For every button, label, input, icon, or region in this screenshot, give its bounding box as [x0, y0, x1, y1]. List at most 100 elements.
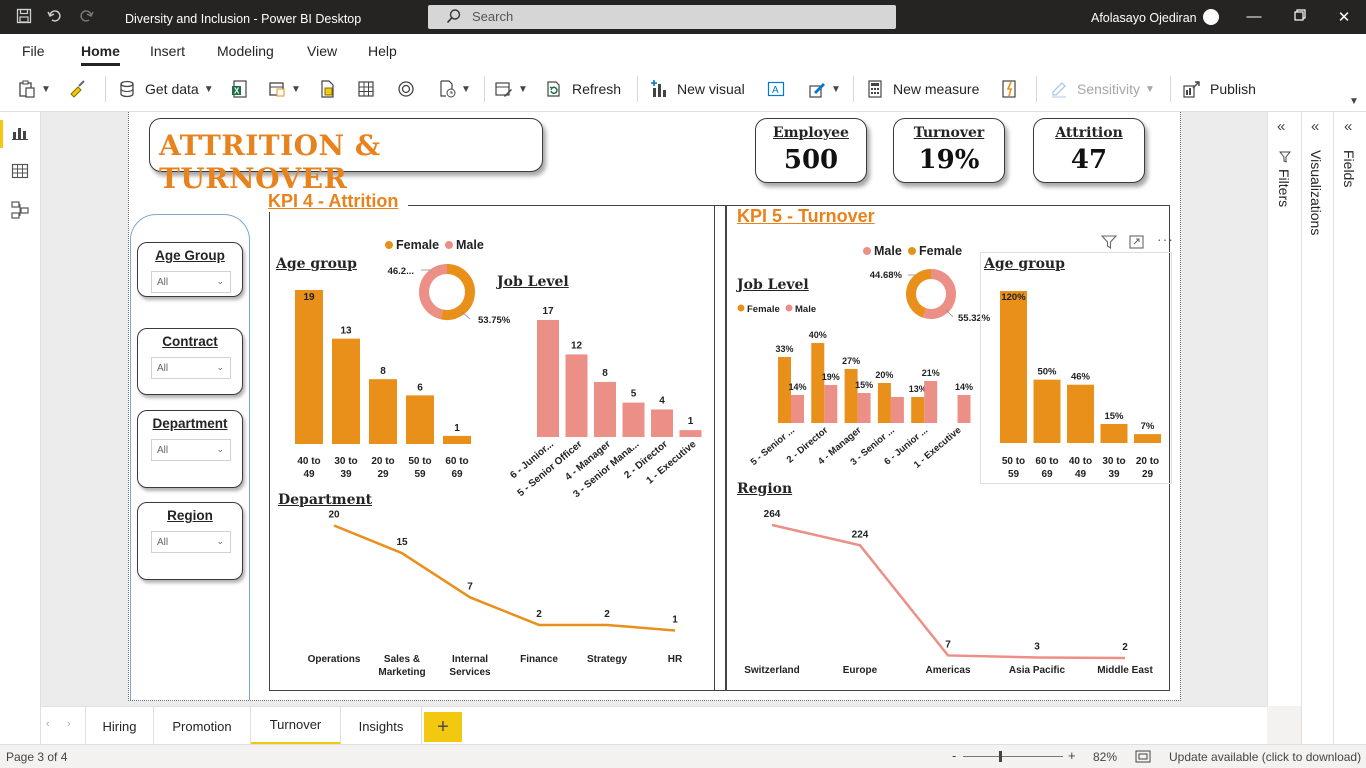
zoom-level: 82% — [1093, 750, 1118, 764]
minimize-icon[interactable]: — — [1246, 8, 1262, 25]
department-dropdown[interactable]: All ⌄ — [151, 439, 231, 461]
collapse-fields-icon[interactable]: « — [1344, 118, 1353, 135]
turnover-card-label: Turnover — [913, 125, 985, 141]
avatar[interactable] — [1203, 9, 1219, 25]
more-visuals-button[interactable]: ▼ — [808, 79, 841, 99]
dataset-button[interactable]: ▼ — [268, 79, 301, 99]
user-name[interactable]: Afolasayo Ojediran — [1091, 11, 1197, 25]
undo-icon[interactable] — [46, 8, 64, 26]
active-view-indicator — [0, 120, 3, 148]
redo-icon[interactable] — [77, 8, 95, 26]
kpi5-heading: KPI 5 - Turnover — [737, 206, 885, 227]
region-slicer[interactable]: Region All ⌄ — [137, 502, 243, 580]
zoom-in-icon[interactable]: + — [1068, 748, 1076, 763]
page-tabs: ‹ › Hiring Promotion Turnover Insights + — [41, 706, 1267, 745]
visualizations-pane[interactable]: « Visualizations — [1301, 112, 1333, 744]
status-bar: Page 3 of 4 - + 82% Update available (cl… — [0, 744, 1366, 768]
zoom-slider-thumb[interactable] — [999, 751, 1002, 762]
recent-sources-button[interactable] — [397, 79, 415, 99]
department-slicer[interactable]: Department All ⌄ — [137, 410, 243, 488]
collapse-visualizations-icon[interactable]: « — [1311, 118, 1320, 135]
fields-pane[interactable]: « Fields — [1333, 112, 1366, 744]
zoom-out-icon[interactable]: - — [952, 748, 957, 763]
publish-button[interactable]: Publish — [1183, 79, 1256, 99]
enter-data-button[interactable] — [357, 79, 375, 99]
tab-turnover[interactable]: Turnover — [251, 707, 341, 745]
text-box-button[interactable]: A — [767, 79, 785, 99]
report-view-icon[interactable] — [11, 123, 29, 141]
data-view-icon[interactable] — [11, 162, 29, 180]
dataverse-button[interactable] — [318, 79, 336, 99]
clipboard-icon — [19, 80, 35, 98]
new-measure-button[interactable]: New measure — [866, 79, 979, 99]
age-group-dropdown[interactable]: All ⌄ — [151, 271, 231, 293]
chevron-down-icon: ⌄ — [216, 276, 224, 286]
menu-insert[interactable]: Insert — [150, 43, 186, 59]
contract-dropdown[interactable]: All ⌄ — [151, 357, 231, 379]
close-icon[interactable]: ✕ — [1337, 9, 1351, 26]
refresh-button[interactable]: Refresh — [545, 79, 621, 99]
tab-scroll-left-icon[interactable]: ‹ — [46, 718, 50, 730]
svg-text:A: A — [772, 85, 779, 96]
menu-modeling[interactable]: Modeling — [217, 43, 274, 59]
restore-icon[interactable] — [1290, 8, 1310, 25]
new-visual-button[interactable]: New visual — [650, 79, 745, 99]
fit-to-page-icon[interactable] — [1135, 750, 1151, 763]
collapse-filters-icon[interactable]: « — [1277, 118, 1286, 135]
more-options-icon[interactable]: ··· — [1157, 231, 1174, 247]
menu-file[interactable]: File — [22, 43, 45, 59]
sensitivity-label: Sensitivity — [1077, 81, 1141, 97]
k5-age-visual-frame[interactable] — [980, 252, 1172, 484]
ribbon-collapse-icon[interactable]: ▼ — [1349, 96, 1359, 107]
sensitivity-button[interactable]: Sensitivity ▼ — [1050, 79, 1155, 99]
filters-label: Filters — [1276, 169, 1292, 208]
tab-insights[interactable]: Insights — [341, 707, 422, 745]
menu-view[interactable]: View — [307, 43, 338, 59]
get-data-button[interactable]: Get data ▼ — [118, 79, 214, 99]
excel-button[interactable]: X — [231, 79, 249, 99]
more-visuals-icon — [809, 83, 825, 98]
publish-icon — [1183, 81, 1200, 98]
search-placeholder: Search — [472, 9, 514, 24]
format-painter-button[interactable] — [68, 79, 86, 99]
menu-help[interactable]: Help — [368, 43, 397, 59]
slicer-value: All — [157, 445, 169, 456]
tab-hiring[interactable]: Hiring — [85, 707, 154, 745]
transform-data-button[interactable]: ▼ — [495, 79, 528, 99]
quick-measure-button[interactable] — [1000, 79, 1018, 99]
zoom-slider[interactable] — [963, 756, 1063, 757]
filter-icon[interactable] — [1101, 235, 1117, 249]
slicer-title: Contract — [162, 334, 218, 349]
add-page-button[interactable]: + — [424, 712, 462, 742]
search-icon — [446, 9, 461, 24]
k5-region-title: Region — [737, 481, 793, 497]
chart-plus-icon — [651, 80, 666, 97]
update-notice[interactable]: Update available (click to download) — [1169, 750, 1362, 764]
tab-scroll-right-icon[interactable]: › — [67, 718, 71, 730]
database-icon — [120, 80, 134, 98]
refresh-icon — [547, 81, 560, 97]
k4-age-title: Age group — [276, 256, 357, 272]
employee-card[interactable]: Employee 500 — [755, 118, 867, 183]
turnover-card[interactable]: Turnover 19% — [893, 118, 1005, 183]
focus-mode-icon[interactable] — [1129, 235, 1144, 249]
ribbon-separator — [1036, 76, 1037, 102]
slicer-panel — [130, 214, 250, 700]
region-dropdown[interactable]: All ⌄ — [151, 531, 231, 553]
save-icon[interactable] — [15, 8, 33, 26]
menu-home[interactable]: Home — [81, 43, 120, 59]
slicer-title: Department — [152, 416, 228, 431]
model-view-icon[interactable] — [11, 201, 29, 219]
contract-slicer[interactable]: Contract All ⌄ — [137, 328, 243, 395]
transform-icon — [495, 82, 512, 97]
k4-dept-title: Department — [278, 492, 373, 508]
ribbon-separator — [637, 76, 638, 102]
attrition-card[interactable]: Attrition 47 — [1033, 118, 1145, 183]
filters-pane[interactable]: « Filters — [1267, 112, 1301, 706]
search-input[interactable]: Search — [428, 5, 896, 29]
paste-button[interactable]: ▼ — [18, 79, 51, 99]
calculator-icon — [868, 80, 882, 98]
age-group-slicer[interactable]: Age Group All ⌄ — [137, 242, 243, 297]
tab-promotion[interactable]: Promotion — [154, 707, 251, 745]
refresh-schedule-button[interactable]: ▼ — [438, 79, 471, 99]
